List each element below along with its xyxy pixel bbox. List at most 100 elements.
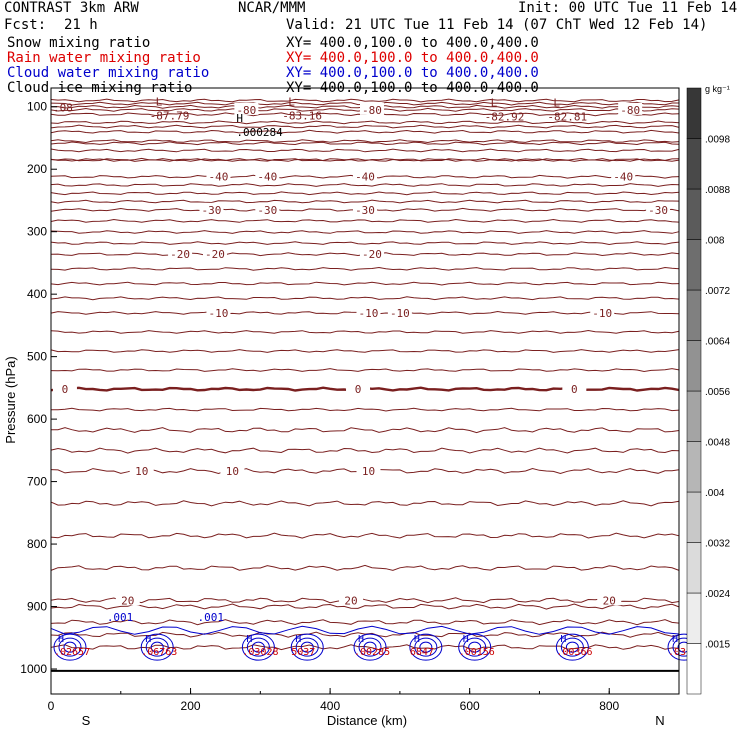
field-name-rain: Rain water mixing ratio [7, 50, 201, 66]
cloud-high-marker: H [414, 634, 420, 645]
isotherm-line [50, 532, 680, 539]
isotherm-line [50, 241, 680, 246]
isotherm-label: -30 [648, 204, 668, 217]
isotherm-label-bg [356, 463, 381, 476]
isotherm-label-bg [255, 202, 280, 215]
colorbar-label: .0098 [705, 135, 730, 146]
isotherm-label-bg [387, 305, 412, 318]
isotherm-label-bg [611, 169, 636, 182]
isotherm-line [50, 564, 680, 571]
cloud-high-value: .00285 [354, 647, 390, 658]
y-tick-label: 100 [27, 100, 47, 114]
isotherm-line [50, 157, 680, 162]
colorbar-unit: g kg⁻¹ [705, 84, 730, 94]
isotherm-line [50, 349, 680, 353]
isotherm-label-bg [359, 102, 384, 115]
isotherm-label: 20 [121, 594, 134, 607]
colorbar-swatch [686, 340, 702, 392]
cloud-water-cell [409, 633, 443, 661]
isotherm-line [50, 368, 680, 373]
isotherm-line [50, 603, 680, 610]
field-xy-cloud-water: XY= 400.0,100.0 to 400.0,400.0 [286, 65, 539, 81]
isotherm-line [50, 129, 680, 134]
x-tick-label: 0 [48, 699, 55, 713]
isotherm-label-bg [339, 593, 364, 606]
low-value: -87.79 [150, 109, 190, 122]
colorbar-swatch [686, 87, 702, 139]
x-tick-label: 400 [320, 699, 340, 713]
low-marker: L [491, 97, 498, 110]
isotherm-label-bg [168, 247, 193, 260]
colorbar-label: .0048 [705, 438, 730, 449]
y-tick-label: 200 [27, 162, 47, 176]
cloud-water-label: .001 [107, 611, 134, 624]
isotherm-label-bg [359, 247, 384, 260]
colorbar-label: .0056 [705, 387, 730, 398]
isotherm-label-bg [234, 102, 259, 115]
colorbar-swatch [686, 289, 702, 341]
cloud-water-cell [560, 637, 584, 657]
low-value: -82.92 [485, 111, 525, 124]
low-marker: L [288, 95, 295, 108]
isotherm-label: -80 [362, 104, 382, 117]
isotherm-label-bg [562, 382, 587, 395]
isotherm-label-bg [115, 593, 140, 606]
y-tick-label: 500 [27, 350, 47, 364]
isotherm-label: -10 [390, 307, 410, 320]
cloud-high-marker: H [295, 634, 301, 645]
field-xy-rain: XY= 400.0,100.0 to 400.0,400.0 [286, 50, 539, 66]
isotherm-line [50, 199, 680, 204]
isotherm-label: -30 [355, 204, 375, 217]
cloud-high-marker: H [58, 634, 64, 645]
cloud-high-value: 6847 [410, 647, 434, 658]
isotherm-label: 0 [355, 383, 362, 396]
colorbar-swatch [686, 592, 702, 644]
isotherm-label-bg [255, 169, 280, 182]
cloud-water-cell [363, 641, 377, 653]
cloud-water-cell [463, 637, 487, 657]
cloud-water-cell [290, 633, 324, 661]
isotherm-line [50, 266, 680, 271]
x-tick-label: 200 [181, 699, 201, 713]
cloud-water-cell [241, 633, 275, 661]
cloud-high-marker: H [560, 634, 566, 645]
isotherm-line [50, 148, 680, 153]
isotherm-line [50, 183, 680, 187]
isotherm-line [50, 597, 680, 604]
north-endpoint-label: N [655, 713, 664, 728]
colorbar-swatch [686, 441, 702, 493]
isotherm-label: 20 [603, 594, 616, 607]
contour-layer [50, 98, 680, 672]
isotherm-line [50, 141, 680, 146]
isotherm-label-bg [129, 463, 154, 476]
cloud-high-value: 5037 [291, 647, 315, 658]
colorbar-label: .004 [705, 488, 725, 499]
cloud-water-cell [353, 633, 387, 661]
y-tick-label: 800 [27, 537, 47, 551]
cloud-high-marker: H [463, 634, 469, 645]
cloud-water-label: .001 [198, 611, 225, 624]
corner-contour-label: .08 [53, 102, 73, 115]
isotherm-label: 10 [362, 465, 375, 478]
isotherm-line [51, 427, 680, 434]
cloud-water-cell [300, 641, 314, 653]
valid-time: Valid: 21 UTC Tue 11 Feb 14 (07 ChT Wed … [286, 17, 708, 33]
isotherm-label: -20 [362, 248, 382, 261]
south-endpoint-label: S [82, 713, 91, 728]
isotherm-line [50, 218, 680, 223]
cloud-water-cell [358, 637, 382, 657]
colorbar-swatch [686, 390, 702, 442]
isotherm-label: -40 [613, 171, 633, 184]
isotherm-label: -30 [202, 204, 222, 217]
isotherm-line [50, 296, 680, 301]
cloud-water-cell [555, 633, 589, 661]
model-title: CONTRAST 3km ARW [4, 0, 139, 16]
isotherm-label-bg [590, 305, 615, 318]
field-name-cloud-water: Cloud water mixing ratio [7, 65, 210, 81]
isotherm-label-bg [52, 382, 77, 395]
field-xy-snow: XY= 400.0,100.0 to 400.0,400.0 [286, 35, 539, 51]
cloud-high-marker: H [145, 634, 151, 645]
cloud-high-marker: H [672, 634, 678, 645]
isotherm-label-bg [597, 593, 622, 606]
